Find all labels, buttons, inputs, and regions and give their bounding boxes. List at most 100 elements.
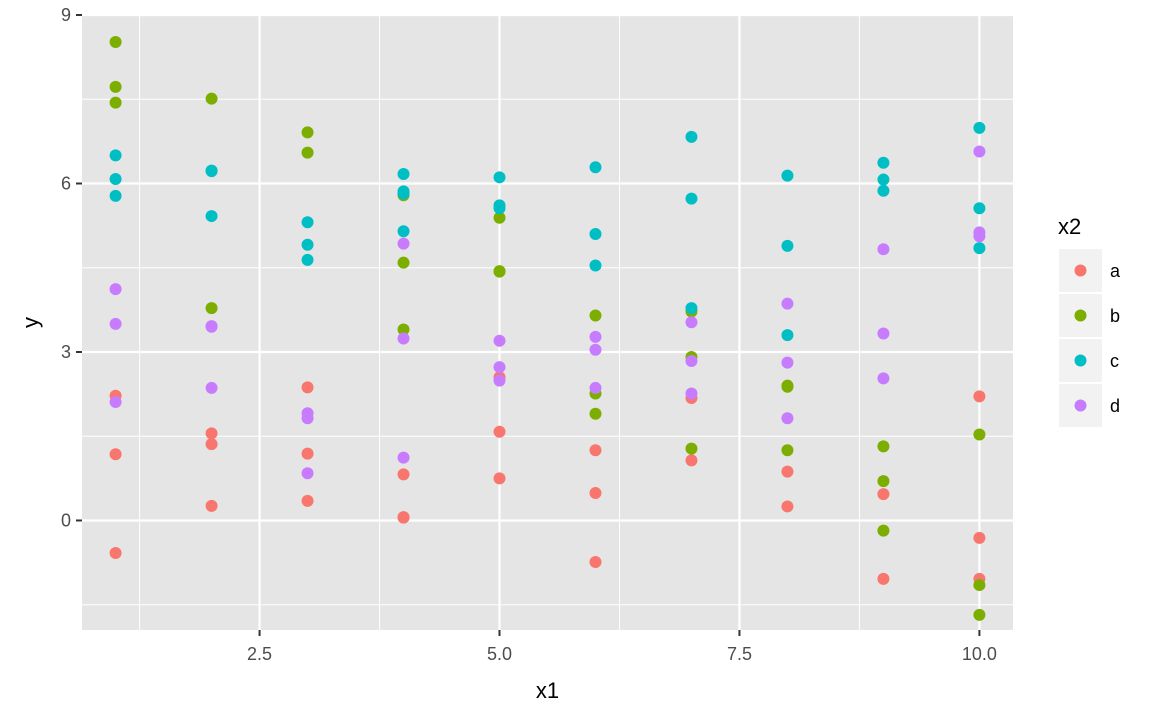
point-b — [877, 440, 890, 453]
point-d — [781, 356, 794, 369]
point-c — [109, 189, 122, 202]
point-c — [493, 202, 506, 215]
point-a — [301, 447, 314, 460]
point-c — [877, 173, 890, 186]
legend-title: x2 — [1058, 214, 1081, 239]
legend-label-c: c — [1110, 351, 1119, 371]
point-b — [301, 146, 314, 159]
point-d — [397, 332, 410, 345]
legend-symbol-d — [1074, 399, 1087, 412]
point-d — [301, 412, 314, 425]
major-gridlines — [82, 13, 1013, 630]
point-c — [301, 253, 314, 266]
point-c — [397, 167, 410, 180]
point-b — [589, 309, 602, 322]
point-b — [493, 211, 506, 224]
point-c — [781, 239, 794, 252]
point-b — [493, 265, 506, 278]
point-d — [397, 237, 410, 250]
x-axis: 2.5 5.0 7.5 10.0 — [247, 630, 997, 664]
point-d — [109, 317, 122, 330]
y-axis-title: y — [18, 317, 43, 328]
legend-symbol-a — [1074, 264, 1087, 277]
legend-items: a b c d — [1059, 249, 1121, 427]
point-a — [877, 572, 890, 585]
point-d — [877, 372, 890, 385]
point-a — [109, 547, 122, 560]
point-b — [109, 96, 122, 109]
point-b — [877, 475, 890, 488]
point-d — [493, 334, 506, 347]
point-b — [877, 524, 890, 537]
point-b — [205, 302, 218, 315]
point-a — [589, 444, 602, 457]
point-c — [589, 228, 602, 241]
point-c — [397, 225, 410, 238]
point-d — [301, 467, 314, 480]
point-c — [589, 259, 602, 272]
point-b — [397, 256, 410, 269]
x-axis-title: x1 — [536, 678, 559, 703]
point-c — [973, 242, 986, 255]
point-a — [973, 390, 986, 403]
point-d — [685, 354, 698, 367]
point-d — [685, 316, 698, 329]
point-a — [973, 531, 986, 544]
point-a — [781, 500, 794, 513]
point-a — [493, 472, 506, 485]
point-a — [301, 381, 314, 394]
point-d — [973, 230, 986, 243]
y-tick-label: 9 — [61, 5, 71, 25]
x-tick-label: 10.0 — [962, 644, 997, 664]
point-c — [397, 187, 410, 200]
point-b — [973, 579, 986, 592]
point-a — [397, 511, 410, 524]
point-d — [109, 395, 122, 408]
point-b — [973, 428, 986, 441]
point-d — [589, 343, 602, 356]
legend: x2 a b c d — [1058, 214, 1121, 427]
point-c — [301, 238, 314, 251]
point-a — [205, 499, 218, 512]
point-c — [781, 169, 794, 182]
point-c — [877, 156, 890, 169]
point-d — [685, 387, 698, 400]
point-c — [781, 329, 794, 342]
point-b — [685, 442, 698, 455]
x-tick-label: 7.5 — [727, 644, 752, 664]
point-a — [301, 494, 314, 507]
point-d — [493, 374, 506, 387]
point-b — [301, 126, 314, 139]
point-d — [493, 361, 506, 374]
legend-label-d: d — [1110, 396, 1120, 416]
y-tick-label: 6 — [61, 173, 71, 193]
point-d — [781, 297, 794, 310]
point-a — [205, 438, 218, 451]
point-d — [589, 330, 602, 343]
point-b — [109, 35, 122, 48]
point-a — [781, 465, 794, 478]
point-b — [397, 323, 410, 336]
legend-label-b: b — [1110, 306, 1120, 326]
point-d — [781, 412, 794, 425]
point-c — [205, 210, 218, 223]
point-c — [685, 130, 698, 143]
point-c — [877, 184, 890, 197]
y-axis: 0 3 6 9 — [61, 5, 82, 530]
point-c — [205, 165, 218, 178]
point-c — [685, 192, 698, 205]
legend-symbol-b — [1074, 309, 1087, 322]
point-d — [205, 381, 218, 394]
point-d — [877, 243, 890, 256]
point-a — [589, 556, 602, 569]
x-tick-label: 2.5 — [247, 644, 272, 664]
point-b — [781, 380, 794, 393]
point-d — [397, 451, 410, 464]
point-a — [109, 448, 122, 461]
plot-panel — [82, 15, 1013, 630]
point-b — [973, 608, 986, 621]
data-points — [109, 35, 986, 621]
point-c — [301, 216, 314, 229]
point-c — [589, 161, 602, 174]
